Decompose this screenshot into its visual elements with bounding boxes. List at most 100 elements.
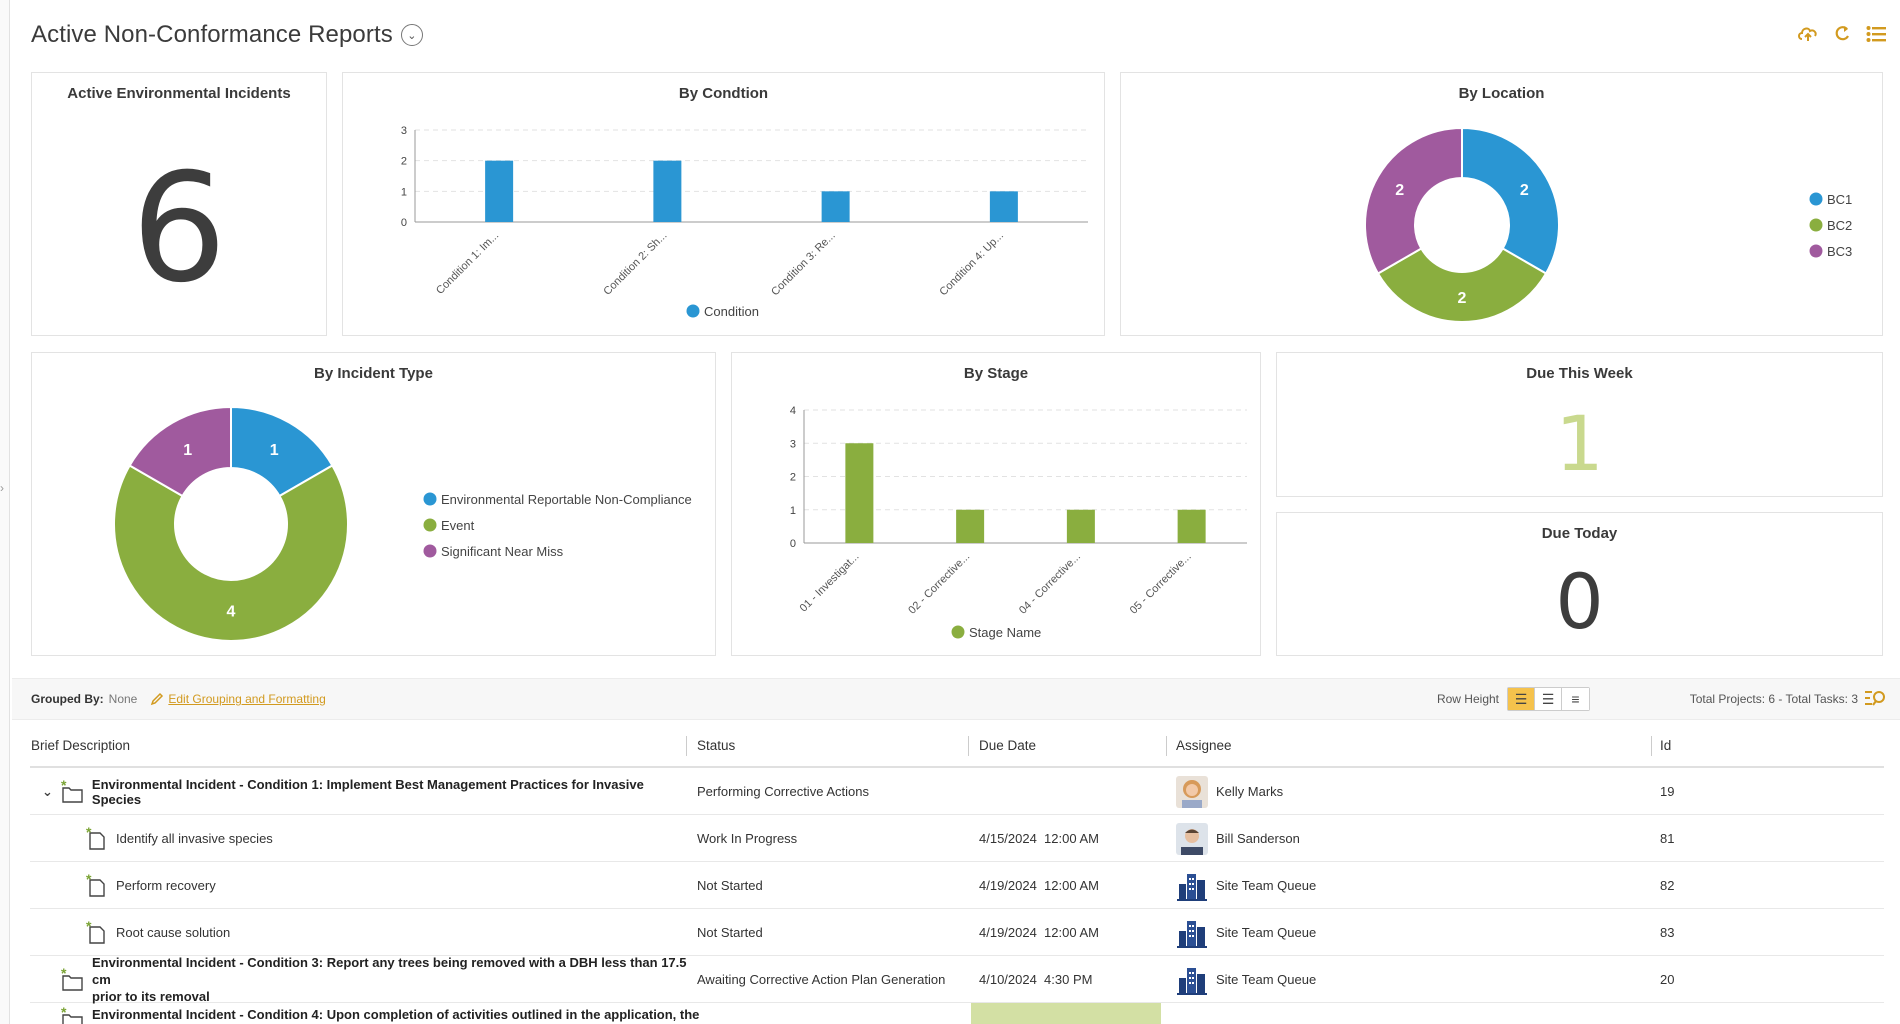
column-resizer[interactable] <box>1166 736 1167 756</box>
building-icon <box>1176 964 1208 996</box>
find-icon[interactable] <box>1864 689 1888 710</box>
legend-dot <box>1809 244 1823 258</box>
chevron-down-icon[interactable]: ⌄ <box>42 783 53 799</box>
table-row[interactable]: ⌄ * Environmental Incident - Condition 1… <box>30 768 1884 815</box>
table-row[interactable]: * Environmental Incident - Condition 3: … <box>30 955 1884 1004</box>
slice-label: 2 <box>1458 290 1467 307</box>
column-header-status[interactable]: Status <box>697 738 736 753</box>
task-icon: * <box>84 918 108 945</box>
x-tick-label: Condition 4: Up... <box>937 230 1006 299</box>
y-tick-label: 3 <box>790 438 796 450</box>
row-description: Environmental Incident - Condition 1: Im… <box>91 776 644 807</box>
column-resizer[interactable] <box>1651 736 1652 756</box>
column-resizer[interactable] <box>686 736 687 756</box>
stage-bar-chart: 0 1 2 3 4 01 - Investigat... 02 - Corrective..… <box>790 405 1247 640</box>
left-rail[interactable]: › <box>0 0 10 1024</box>
table-row[interactable]: * Perform recovery Not Started 4/19/2024… <box>30 862 1884 909</box>
row-height-label: Row Height <box>1436 692 1499 706</box>
list-menu-icon[interactable] <box>1864 22 1888 46</box>
card-by-stage[interactable]: By Stage 0 1 2 3 4 01 - Investigat... 02 - Cor… <box>731 352 1261 656</box>
y-tick-label: 0 <box>790 538 796 550</box>
row-assignee[interactable]: Kelly Marks <box>1176 768 1283 815</box>
column-header-assignee[interactable]: Assignee <box>1176 738 1232 753</box>
project-folder-icon: * <box>60 965 84 992</box>
x-tick-label: 02 - Corrective... <box>906 551 972 617</box>
pie-slice <box>1364 126 1463 275</box>
condition-bar-chart: 0 1 2 3 Condition 1: Im... Condition 2: Sh...… <box>401 125 1088 319</box>
assignee-name: Site Team Queue <box>1216 925 1317 940</box>
grid-header: Brief Description Status Due Date Assign… <box>30 726 1884 768</box>
row-height-small-button[interactable]: ≡ <box>1562 688 1589 710</box>
bar <box>845 443 874 543</box>
pie-slice <box>128 405 232 498</box>
card-due-today[interactable]: Due Today 0 <box>1276 512 1883 656</box>
row-height-large-button[interactable]: ☰ <box>1508 688 1535 710</box>
column-resizer[interactable] <box>968 736 969 756</box>
task-grid: Brief Description Status Due Date Assign… <box>30 726 1884 1024</box>
project-folder-icon: * <box>60 1004 84 1024</box>
person-male-avatar <box>1176 822 1208 855</box>
card-by-incident-type[interactable]: By Incident Type 1 4 1 Environmental Report… <box>31 352 716 656</box>
due-this-week-count: 1 <box>1555 399 1604 488</box>
x-tick-label: 04 - Corrective... <box>1017 551 1083 617</box>
row-height-control: Row Height ☰ ☰ ≡ <box>1437 687 1590 711</box>
row-assignee[interactable]: Site Team Queue <box>1176 909 1316 956</box>
y-tick-label: 2 <box>401 156 407 168</box>
cloud-upload-icon[interactable] <box>1796 22 1820 46</box>
row-due-date: 4/15/2024 12:00 AM <box>979 831 1099 846</box>
column-header-due-date[interactable]: Due Date <box>979 738 1037 753</box>
card-title: By Stage <box>963 365 1029 382</box>
pie-slice <box>1376 247 1548 323</box>
legend-label: Condition <box>704 304 759 319</box>
row-due-date: 4/10/2024 4:30 PM <box>979 972 1093 987</box>
chevron-down-icon[interactable]: ⌄ <box>400 24 423 46</box>
refresh-icon[interactable] <box>1830 22 1854 46</box>
card-active-incidents[interactable]: Active Environmental Incidents 6 <box>31 72 327 336</box>
bar <box>1066 509 1095 543</box>
svg-text:*: * <box>86 874 92 887</box>
slice-label: 2 <box>1395 182 1404 199</box>
table-row[interactable]: * Root cause solution Not Started 4/19/2… <box>30 909 1884 956</box>
column-header-brief-description[interactable]: Brief Description <box>31 738 131 753</box>
chevron-right-icon[interactable]: › <box>0 481 4 495</box>
slice-label: 4 <box>227 604 236 621</box>
row-status: Awaiting Corrective Action Plan Generati… <box>697 972 946 987</box>
bar <box>1177 509 1206 543</box>
svg-text:*: * <box>86 921 92 934</box>
column-header-id[interactable]: Id <box>1660 738 1672 753</box>
row-assignee[interactable]: Site Team Queue <box>1176 862 1316 909</box>
legend-label: Significant Near Miss <box>441 544 564 559</box>
legend-dot <box>1809 218 1823 232</box>
y-tick-label: 3 <box>401 125 407 137</box>
row-id: 20 <box>1660 972 1675 987</box>
legend-label: BC3 <box>1827 244 1852 259</box>
card-by-location[interactable]: By Location 2 2 2 BC1 BC2 BC3 <box>1120 72 1883 336</box>
row-assignee[interactable]: Site Team Queue <box>1176 956 1316 1003</box>
card-due-this-week[interactable]: Due This Week 1 <box>1276 352 1883 497</box>
assignee-name: Site Team Queue <box>1216 878 1317 893</box>
card-title: By Location <box>1458 85 1545 102</box>
task-icon: * <box>84 871 108 898</box>
edit-grouping-label: Edit Grouping and Formatting <box>168 692 326 706</box>
slice-label: 2 <box>1520 182 1529 199</box>
table-row[interactable]: * Environmental Incident - Condition 4: … <box>30 1003 1884 1024</box>
location-donut-chart: 2 2 2 BC1 BC2 BC3 <box>1364 126 1852 323</box>
row-description: Perform recovery <box>116 878 216 893</box>
y-tick-label: 1 <box>401 186 407 198</box>
card-by-condition[interactable]: By Condtion 0 1 2 3 Condition 1: Im... Condit… <box>342 72 1105 336</box>
pie-slice <box>1461 126 1560 275</box>
building-icon <box>1176 917 1208 949</box>
row-assignee[interactable]: Bill Sanderson <box>1176 815 1300 862</box>
row-status: Performing Corrective Actions <box>697 784 869 799</box>
table-row[interactable]: * Identify all invasive species Work In … <box>30 815 1884 862</box>
x-tick-label: Condition 3: Re... <box>769 230 838 299</box>
row-height-medium-button[interactable]: ☰ <box>1535 688 1562 710</box>
legend-dot <box>423 492 437 506</box>
task-icon: * <box>84 824 108 851</box>
row-description: Environmental Incident - Condition 3: Re… <box>92 955 687 987</box>
grouping-bar: Grouped By: None Edit Grouping and Forma… <box>12 678 1900 720</box>
edit-grouping-link[interactable]: Edit Grouping and Formatting <box>150 692 326 706</box>
card-title: Due Today <box>1541 525 1618 542</box>
due-date-highlight <box>971 1003 1161 1024</box>
y-tick-label: 1 <box>790 505 796 517</box>
